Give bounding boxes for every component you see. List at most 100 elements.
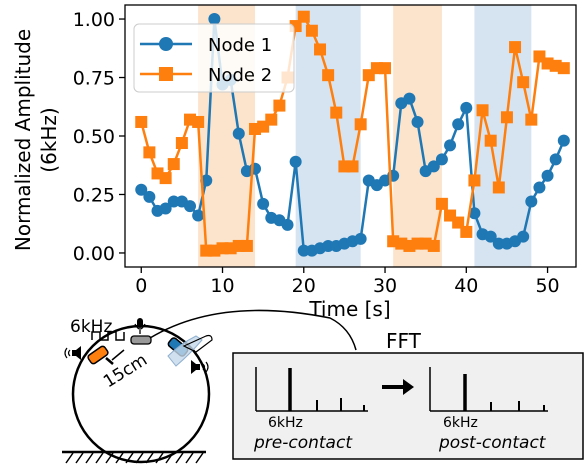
y-axis-label: Normalized Amplitude	[11, 29, 35, 251]
data-point-node-2	[452, 216, 465, 229]
data-point-node-2	[435, 197, 448, 210]
data-point-node-2	[249, 122, 262, 135]
x-tick-label: 10	[210, 275, 234, 297]
data-point-node-1	[541, 169, 554, 182]
distance-marker	[111, 349, 125, 361]
data-point-node-1	[533, 181, 546, 194]
x-ticks: 0 10 20 30 40 50	[135, 267, 560, 297]
y-tick-label: 0.50	[73, 126, 115, 148]
data-point-node-2	[159, 172, 172, 185]
data-point-node-2	[273, 99, 286, 112]
hand-shadow	[167, 335, 203, 367]
x-tick-label: 50	[535, 275, 559, 297]
data-point-node-1	[452, 118, 465, 131]
data-point-node-1	[435, 153, 448, 166]
orange-node	[87, 345, 109, 365]
data-point-node-1	[517, 230, 530, 243]
post-freq-label: 6kHz	[443, 415, 478, 431]
data-point-node-2	[265, 113, 278, 126]
data-point-node-2	[517, 76, 530, 89]
pre-contact-spectrum: 6kHz pre-contact	[253, 367, 368, 453]
shaded-region-4	[474, 5, 532, 267]
shaded-region-2	[295, 5, 361, 267]
data-point-node-1	[525, 195, 538, 208]
data-point-node-2	[135, 115, 148, 128]
data-point-node-2	[305, 24, 318, 37]
chart: 0 10 20 30 40 50 0.00 0.25 0.50 0.75 1.00 Time [s…	[11, 4, 577, 321]
distance-label: 15cm	[100, 350, 151, 392]
data-point-node-2	[314, 43, 327, 56]
y-ticks: 0.00 0.25 0.50 0.75 1.00	[73, 9, 125, 265]
legend: Node 1 Node 2	[133, 23, 295, 93]
x-tick-label: 30	[373, 275, 397, 297]
square-wave-icon	[91, 331, 125, 341]
x-tick-label: 40	[454, 275, 478, 297]
data-point-node-1	[143, 190, 156, 203]
data-point-node-1	[135, 183, 148, 196]
data-point-node-2	[257, 120, 270, 133]
legend-marker-node1	[159, 37, 173, 51]
frequency-label: 6kHz	[70, 317, 112, 337]
data-point-node-2	[427, 239, 440, 252]
connector-line	[149, 309, 357, 351]
data-point-node-2	[525, 113, 538, 126]
data-point-node-2	[167, 158, 180, 171]
y-axis-sublabel: (6kHz)	[37, 107, 61, 172]
data-point-node-2	[549, 59, 562, 72]
y-tick-label: 1.00	[73, 9, 115, 31]
data-point-node-2	[354, 118, 367, 131]
data-point-node-1	[444, 139, 457, 152]
data-point-node-1	[460, 101, 473, 114]
post-contact-spectrum: 6kHz post-contact	[429, 367, 548, 453]
arrow-icon	[382, 379, 414, 395]
data-point-node-1	[184, 200, 197, 213]
data-point-node-1	[159, 202, 172, 215]
node-contact-line	[105, 357, 114, 365]
data-point-node-1	[232, 127, 245, 140]
y-tick-label: 0.00	[73, 243, 115, 265]
legend-label-node1: Node 1	[208, 35, 272, 56]
legend-label-node2: Node 2	[208, 65, 272, 86]
shaded-region-3	[393, 5, 442, 267]
data-point-node-2	[330, 106, 343, 119]
legend-marker-node2	[159, 67, 173, 81]
top-node	[130, 335, 152, 345]
data-point-node-1	[192, 209, 205, 222]
data-point-node-1	[403, 92, 416, 105]
hand-icon	[182, 334, 213, 353]
data-point-node-1	[468, 207, 481, 220]
x-tick-label: 20	[292, 275, 316, 297]
data-point-node-2	[492, 181, 505, 194]
pre-freq-label: 6kHz	[268, 415, 303, 431]
data-point-node-2	[240, 239, 253, 252]
data-point-node-2	[297, 10, 310, 23]
pre-contact-caption: pre-contact	[253, 433, 353, 453]
microphone-icon	[134, 318, 146, 334]
data-point-node-1	[289, 155, 302, 168]
data-point-node-2	[460, 225, 473, 238]
y-axis-label-group: Normalized Amplitude (6kHz)	[11, 29, 61, 251]
fft-title: FFT	[386, 329, 422, 353]
y-tick-label: 0.25	[73, 184, 115, 206]
data-point-node-2	[557, 62, 570, 75]
fft-panel: FFT 6kHz pre-contact 6kHz post-cont	[232, 329, 584, 460]
data-point-node-1	[354, 232, 367, 245]
data-point-node-2	[468, 174, 481, 187]
data-point-node-1	[257, 197, 270, 210]
data-point-node-2	[192, 115, 205, 128]
data-point-node-1	[208, 13, 221, 26]
speaker-icon-right	[191, 360, 209, 374]
x-axis-label: Time [s]	[308, 297, 390, 321]
data-point-node-1	[427, 160, 440, 173]
data-point-node-1	[549, 153, 562, 166]
data-point-node-2	[322, 69, 335, 82]
data-point-node-2	[143, 146, 156, 159]
y-tick-label: 0.75	[73, 68, 115, 90]
post-contact-caption: post-contact	[438, 433, 547, 453]
data-point-node-2	[476, 104, 489, 117]
ground-hatching	[65, 452, 204, 464]
data-point-node-2	[175, 137, 188, 150]
data-point-node-1	[281, 218, 294, 231]
data-point-node-1	[557, 134, 570, 147]
